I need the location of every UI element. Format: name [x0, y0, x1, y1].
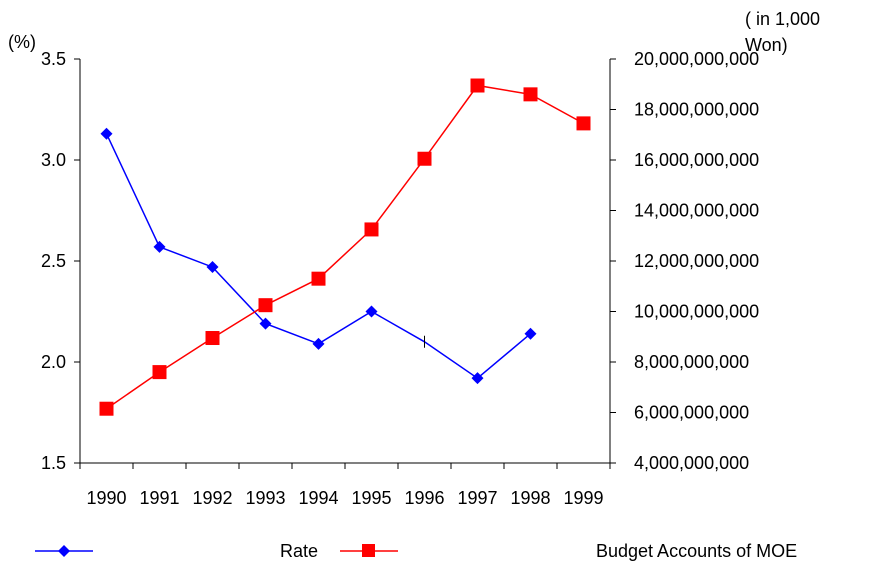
budget-point [523, 87, 538, 102]
legend-budget-label: Budget Accounts of MOE [596, 541, 797, 561]
rate-point [365, 305, 378, 318]
legend: Rate Budget Accounts of MOE [35, 541, 797, 561]
budget-point [99, 401, 114, 416]
x-axis-tick-label: 1991 [139, 488, 179, 508]
budget-point [470, 78, 485, 93]
series-layer [99, 78, 591, 416]
rate-point [524, 327, 537, 340]
x-axis-tick-label: 1992 [192, 488, 232, 508]
rate-point [100, 127, 113, 140]
x-axis-tick-label: 1994 [298, 488, 338, 508]
left-axis: 1.5 2.0 2.5 3.0 3.5 [41, 49, 80, 473]
right-axis-unit-label-line2: Won) [745, 35, 788, 55]
budget-point [311, 271, 326, 286]
right-axis-tick-label: 6,000,000,000 [634, 403, 749, 423]
right-axis-unit-label-line1: ( in 1,000 [745, 9, 820, 29]
right-axis-tick-label: 10,000,000,000 [634, 302, 759, 322]
left-axis-unit-label: (%) [8, 32, 36, 52]
left-axis-tick-label: 3.0 [41, 150, 66, 170]
x-axis-tick-label: 1990 [86, 488, 126, 508]
budget-series-line [106, 84, 584, 410]
x-axis: 1990 1991 1992 1993 1994 1995 1996 1997 1998 1999 [79, 463, 611, 508]
x-axis-tick-label: 1993 [245, 488, 285, 508]
right-axis-tick-label: 16,000,000,000 [634, 150, 759, 170]
x-axis-tick-label: 1998 [510, 488, 550, 508]
left-axis-tick-label: 2.5 [41, 251, 66, 271]
left-axis-tick-label: 2.0 [41, 352, 66, 372]
budget-point [364, 222, 379, 237]
legend-rate-label: Rate [280, 541, 318, 561]
budget-point [258, 298, 273, 313]
right-axis-tick-label: 20,000,000,000 [634, 49, 759, 69]
x-axis-tick-label: 1996 [404, 488, 444, 508]
budget-point [205, 331, 220, 346]
right-axis-tick-label: 14,000,000,000 [634, 201, 759, 221]
right-axis-tick-label: 8,000,000,000 [634, 352, 749, 372]
right-axis: 4,000,000,000 6,000,000,000 8,000,000,000 1… [610, 49, 759, 473]
budget-point [417, 151, 432, 166]
right-axis-tick-label: 18,000,000,000 [634, 100, 759, 120]
plot-area [79, 59, 611, 464]
rate-point [312, 337, 325, 350]
right-axis-tick-label: 12,000,000,000 [634, 251, 759, 271]
legend-rate-marker [58, 545, 70, 557]
rate-point [471, 372, 484, 385]
right-axis-tick-label: 4,000,000,000 [634, 453, 749, 473]
x-axis-tick-label: 1995 [351, 488, 391, 508]
rate-point [206, 261, 219, 274]
rate-point [153, 240, 166, 253]
legend-budget-marker [362, 544, 375, 557]
budget-point [576, 116, 591, 131]
budget-point [152, 365, 167, 380]
rate-point [259, 317, 272, 330]
left-axis-tick-label: 1.5 [41, 453, 66, 473]
x-axis-tick-label: 1997 [457, 488, 497, 508]
x-axis-tick-label: 1999 [563, 488, 603, 508]
left-axis-tick-label: 3.5 [41, 49, 66, 69]
